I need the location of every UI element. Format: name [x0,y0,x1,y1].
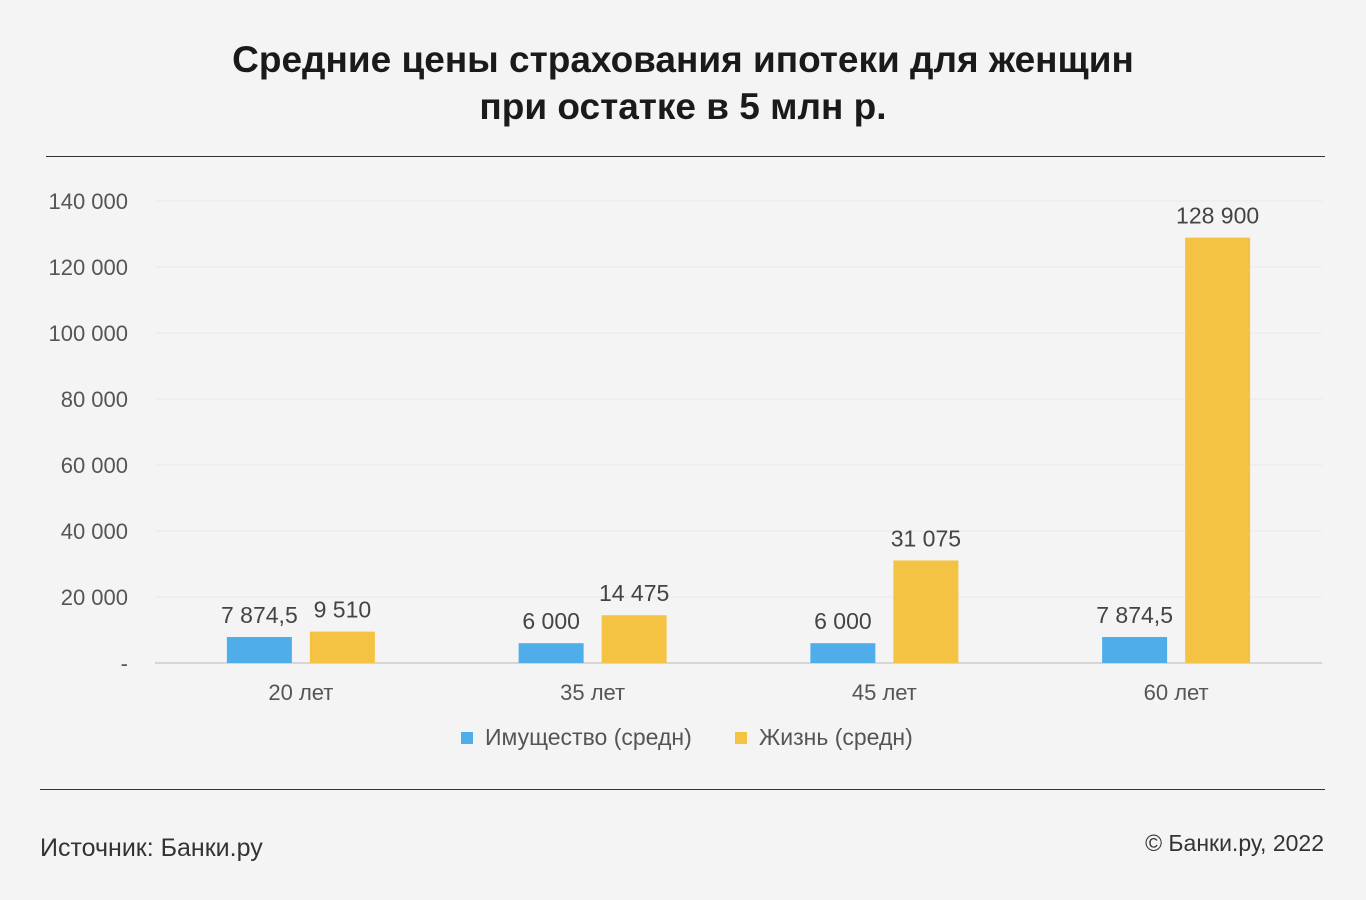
copyright-text: © Банки.ру, 2022 [1145,830,1324,856]
y-tick-label: 120 000 [48,255,128,280]
data-label: 7 874,5 [221,602,298,628]
bar-life [601,615,667,663]
x-tick-label: 20 лет [268,680,333,705]
source-text: Источник: Банки.ру [40,834,263,862]
x-tick-label: 45 лет [852,680,917,705]
bar-property [226,637,292,663]
y-tick-label: - [121,651,128,676]
x-tick-label: 35 лет [560,680,625,705]
data-label: 6 000 [814,608,872,634]
x-tick-label: 60 лет [1144,680,1209,705]
bar-property [810,643,876,663]
bar-life [1185,237,1251,663]
y-tick-label: 80 000 [61,387,128,412]
data-label: 9 510 [314,597,372,623]
data-label: 31 075 [891,525,961,551]
bar-property [1102,637,1168,663]
y-tick-label: 40 000 [61,519,128,544]
data-label: 14 475 [599,580,669,606]
chart-title: Средние цены страхования ипотеки для жен… [0,36,1366,130]
y-tick-label: 140 000 [48,189,128,214]
legend-label: Жизнь (средн) [759,724,913,750]
data-label: 7 874,5 [1096,602,1173,628]
top-divider [46,156,1325,157]
bottom-divider [40,789,1325,790]
legend-swatch [735,732,747,744]
legend-swatch [461,732,473,744]
y-tick-label: 100 000 [48,321,128,346]
y-tick-label: 60 000 [61,453,128,478]
bar-property [518,643,584,663]
title-line-1: Средние цены страхования ипотеки для жен… [232,39,1134,80]
bar-life [893,560,959,663]
data-label: 128 900 [1176,203,1259,229]
bar-life [309,631,375,663]
title-line-2: при остатке в 5 млн р. [479,86,887,127]
y-tick-label: 20 000 [61,585,128,610]
legend-label: Имущество (средн) [485,724,692,750]
data-label: 6 000 [522,608,580,634]
